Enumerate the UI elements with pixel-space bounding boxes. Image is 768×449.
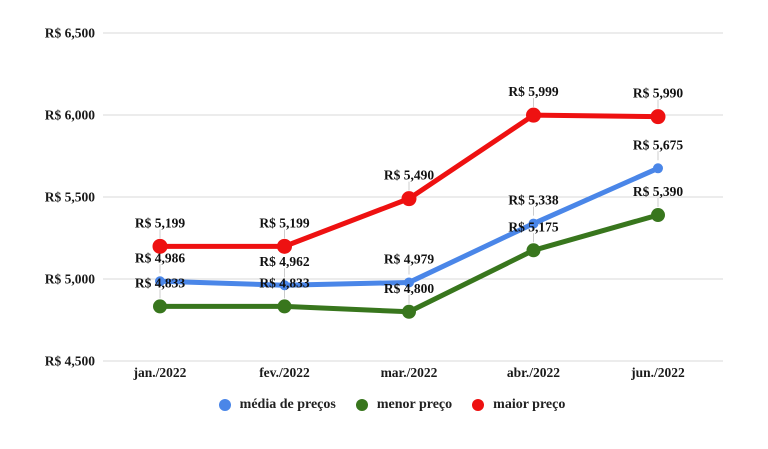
x-axis-tick-label: mar./2022 (381, 365, 438, 380)
legend-item-media-de-precos: média de preços (218, 397, 336, 413)
data-point-label: R$ 4,962 (259, 254, 309, 269)
data-point (402, 304, 416, 319)
legend-marker-media-de-precos-icon (218, 399, 231, 411)
legend-label: menor preço (376, 397, 453, 412)
data-point (526, 107, 541, 123)
legend: média de preços menor preço maior preço (16, 395, 768, 415)
y-axis-tick-label: R$ 4,500 (45, 354, 95, 369)
y-axis-tick-label: R$ 6,000 (45, 108, 95, 123)
data-point (651, 208, 665, 223)
data-point-label: R$ 4,833 (135, 275, 185, 290)
data-point-label: R$ 4,833 (259, 275, 309, 290)
data-point (526, 243, 541, 258)
y-axis-tick-label: R$ 6,500 (45, 26, 95, 41)
legend-label: média de preços (239, 397, 336, 412)
data-point-label: R$ 5,999 (508, 84, 558, 99)
data-point-label: R$ 4,979 (384, 251, 434, 266)
data-point-label: R$ 5,675 (633, 137, 683, 152)
x-axis-tick-label: jun./2022 (630, 365, 685, 380)
legend-label: maior preço (493, 397, 566, 412)
data-point (279, 280, 290, 291)
data-point (528, 218, 539, 229)
legend-item-maior-preco: maior preço (472, 397, 565, 413)
legend-item-menor-preco: menor preço (355, 397, 453, 413)
data-point (155, 276, 165, 287)
x-axis-tick-label: fev./2022 (259, 365, 310, 380)
data-point (650, 109, 666, 125)
data-point (153, 299, 167, 314)
y-axis-tick-label: R$ 5,500 (45, 190, 95, 205)
data-point-label: R$ 5,490 (384, 168, 434, 183)
data-point-label: R$ 4,800 (384, 281, 434, 296)
data-point (653, 163, 663, 174)
legend-marker-menor-preco-icon (355, 399, 368, 411)
data-point-label: R$ 5,175 (508, 219, 558, 234)
data-point-label: R$ 5,199 (135, 215, 185, 230)
data-point (401, 191, 417, 207)
data-point-label: R$ 5,390 (633, 184, 683, 199)
data-point (404, 277, 414, 288)
data-point (152, 238, 168, 254)
data-point-label: R$ 5,338 (508, 193, 558, 208)
legend-marker-maior-preco-icon (472, 399, 485, 411)
y-axis-tick-label: R$ 5,000 (45, 272, 95, 287)
data-point-label: R$ 5,990 (633, 86, 683, 101)
data-point-label: R$ 5,199 (259, 215, 309, 230)
data-point-label: R$ 4,986 (135, 250, 185, 265)
data-point (277, 238, 292, 254)
data-point (277, 299, 292, 314)
x-axis-tick-label: jan./2022 (133, 365, 187, 380)
x-axis-tick-label: abr./2022 (507, 365, 560, 380)
